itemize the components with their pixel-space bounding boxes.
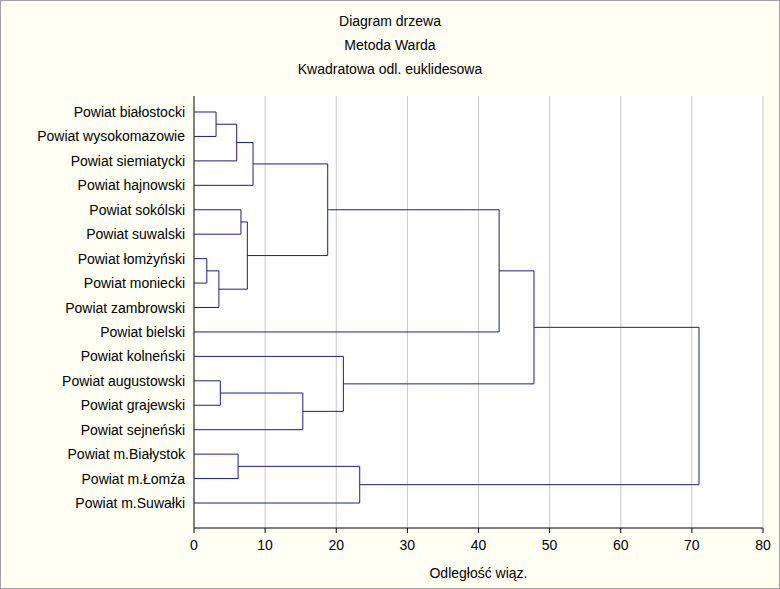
chart: Diagram drzewa Metoda Warda Kwadratowa odl… <box>0 0 780 589</box>
merge-link <box>219 222 247 289</box>
subtitle: Metoda Warda <box>344 37 436 53</box>
merge-link <box>194 259 207 283</box>
grid-line <box>620 96 621 528</box>
leaf-label: Powiat augustowski <box>62 373 185 389</box>
grid-line <box>478 96 479 528</box>
leaf-label: Powiat łomżyński <box>78 251 185 267</box>
leaf-label: Powiat grajewski <box>81 397 185 413</box>
leaf-label: Powiat moniecki <box>84 275 185 291</box>
tick-label: 0 <box>190 537 198 553</box>
tick <box>620 528 621 533</box>
tick-label: 20 <box>328 537 344 553</box>
leaf-label: Powiat m.Suwałki <box>75 495 185 511</box>
axis-label: Odległość wiąz. <box>429 565 527 581</box>
tick <box>336 528 337 533</box>
merge-link <box>194 112 216 136</box>
merge-link <box>194 143 253 186</box>
title: Diagram drzewa <box>339 13 441 29</box>
merge-link <box>360 327 699 484</box>
merge-link <box>194 454 238 478</box>
subtitle: Kwadratowa odl. euklidesowa <box>298 61 483 77</box>
tick <box>265 528 266 533</box>
leaf-label: Powiat hajnowski <box>78 177 185 193</box>
merge-link <box>247 164 327 256</box>
plot-area <box>194 96 763 528</box>
tick <box>763 528 764 533</box>
leaf-label: Powiat bielski <box>100 324 185 340</box>
grid-line <box>407 96 408 528</box>
merge-link <box>194 393 303 430</box>
grid-line <box>265 96 266 528</box>
x-axis <box>194 528 763 529</box>
tick <box>407 528 408 533</box>
merge-link <box>194 356 343 411</box>
merge-link <box>194 271 219 308</box>
merge-link <box>194 124 237 161</box>
tick-label: 30 <box>400 537 416 553</box>
frame <box>763 96 764 528</box>
leaf-label: Powiat białostocki <box>74 104 185 120</box>
tick <box>478 528 479 533</box>
grid-line <box>691 96 692 528</box>
grid-line <box>549 96 550 528</box>
tick-label: 50 <box>542 537 558 553</box>
leaf-label: Powiat kolneński <box>81 348 185 364</box>
tick-label: 80 <box>755 537 771 553</box>
tick <box>194 528 195 533</box>
tick-label: 40 <box>471 537 487 553</box>
leaf-label: Powiat sokólski <box>89 202 185 218</box>
tick-label: 10 <box>257 537 273 553</box>
tick-label: 60 <box>613 537 629 553</box>
merge-link <box>194 210 499 332</box>
leaf-label: Powiat suwalski <box>86 226 185 242</box>
grid-line <box>336 96 337 528</box>
tick <box>691 528 692 533</box>
merge-link <box>194 381 220 405</box>
leaf-label: Powiat wysokomazowie <box>37 128 185 144</box>
merge-link <box>194 466 360 503</box>
tick-label: 70 <box>684 537 700 553</box>
background <box>1 1 780 589</box>
tick <box>549 528 550 533</box>
dendrogram <box>194 112 699 503</box>
merge-link <box>343 271 534 384</box>
leaf-label: Powiat zambrowski <box>65 300 185 316</box>
leaf-label: Powiat m.Łomża <box>82 471 186 487</box>
leaf-label: Powiat sejneński <box>81 422 185 438</box>
leaf-label: Powiat siemiatycki <box>71 153 185 169</box>
leaf-label: Powiat m.Białystok <box>68 446 186 462</box>
merge-link <box>194 210 241 234</box>
